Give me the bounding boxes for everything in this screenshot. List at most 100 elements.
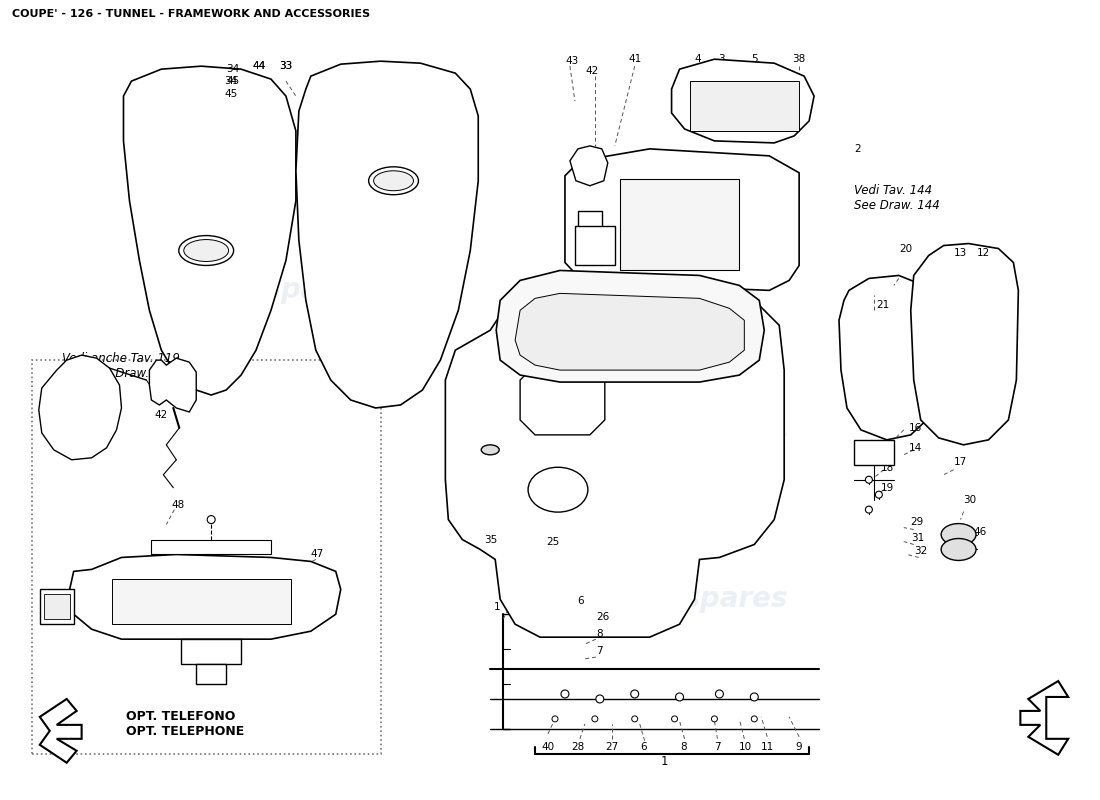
Ellipse shape [942, 523, 976, 546]
Polygon shape [152, 539, 271, 554]
Text: 44: 44 [252, 61, 265, 71]
Text: 4: 4 [694, 54, 701, 64]
Ellipse shape [942, 538, 976, 561]
Text: 36: 36 [311, 599, 324, 610]
Text: 40: 40 [541, 742, 554, 752]
Text: 33: 33 [279, 61, 293, 71]
Polygon shape [520, 365, 605, 435]
Ellipse shape [374, 170, 414, 190]
Text: 26: 26 [596, 612, 609, 622]
Ellipse shape [179, 235, 233, 266]
Text: 2: 2 [311, 582, 318, 592]
Polygon shape [40, 699, 81, 762]
Circle shape [631, 716, 638, 722]
Text: 14: 14 [909, 443, 922, 453]
Text: 7: 7 [714, 742, 720, 752]
Polygon shape [496, 270, 764, 382]
Text: OPT. TELEPHONE: OPT. TELEPHONE [126, 726, 244, 738]
Circle shape [866, 476, 872, 483]
Text: 27: 27 [605, 742, 618, 752]
Text: 2: 2 [854, 144, 860, 154]
Text: 21: 21 [876, 300, 889, 310]
Ellipse shape [528, 467, 587, 512]
Ellipse shape [184, 239, 229, 262]
Polygon shape [39, 355, 121, 460]
Circle shape [592, 716, 597, 722]
Circle shape [751, 716, 757, 722]
Text: 25: 25 [546, 537, 559, 546]
Text: 12: 12 [977, 247, 990, 258]
Text: 19: 19 [881, 482, 894, 493]
Text: OPT. TELEFONO: OPT. TELEFONO [126, 710, 235, 723]
Polygon shape [839, 275, 934, 440]
Polygon shape [69, 554, 341, 639]
Polygon shape [690, 81, 799, 131]
Polygon shape [515, 294, 745, 370]
Polygon shape [854, 440, 894, 465]
Polygon shape [40, 590, 74, 624]
Text: 3: 3 [718, 54, 725, 64]
Text: 38: 38 [311, 566, 324, 577]
Text: 25: 25 [550, 323, 563, 334]
Text: 1: 1 [661, 755, 669, 768]
Circle shape [715, 690, 724, 698]
Circle shape [596, 695, 604, 703]
Text: 45: 45 [224, 89, 238, 99]
Text: 32: 32 [914, 546, 927, 557]
Text: 41: 41 [628, 54, 641, 64]
Text: 8: 8 [680, 742, 686, 752]
Text: See also Draw. 119: See also Draw. 119 [62, 366, 175, 379]
Text: 6: 6 [640, 742, 647, 752]
Text: 35: 35 [484, 534, 497, 545]
Text: 7: 7 [596, 646, 603, 656]
Circle shape [675, 693, 683, 701]
Text: 10: 10 [739, 742, 752, 752]
Polygon shape [1021, 681, 1068, 754]
Polygon shape [196, 664, 227, 684]
Polygon shape [123, 66, 296, 395]
Text: eurospares: eurospares [612, 586, 788, 614]
Text: 46: 46 [974, 526, 987, 537]
Text: 29: 29 [911, 517, 924, 526]
Text: 33: 33 [279, 61, 293, 71]
Polygon shape [672, 59, 814, 143]
Text: Vedi anche Tav. 119: Vedi anche Tav. 119 [62, 352, 179, 365]
Polygon shape [578, 210, 602, 230]
Polygon shape [570, 146, 608, 186]
Ellipse shape [368, 167, 418, 194]
Text: 49: 49 [42, 598, 55, 608]
Text: 28: 28 [571, 742, 584, 752]
Circle shape [630, 690, 639, 698]
Polygon shape [565, 149, 799, 290]
Circle shape [866, 506, 872, 513]
Polygon shape [446, 290, 784, 637]
Polygon shape [619, 178, 739, 270]
Circle shape [876, 491, 882, 498]
Bar [32, 360, 381, 754]
Text: 8: 8 [596, 629, 603, 639]
Text: 42: 42 [585, 66, 598, 76]
Text: 9: 9 [795, 742, 802, 752]
Circle shape [750, 693, 758, 701]
Text: eurospares: eurospares [612, 426, 788, 454]
Text: 34: 34 [227, 64, 240, 74]
Text: 20: 20 [899, 243, 912, 254]
Polygon shape [575, 226, 615, 266]
Text: 43: 43 [154, 393, 167, 403]
Text: 16: 16 [909, 423, 922, 433]
Text: 22: 22 [654, 210, 668, 221]
Polygon shape [150, 358, 196, 412]
Text: Vedi Tav. 144: Vedi Tav. 144 [854, 184, 932, 198]
Text: eurospares: eurospares [194, 276, 368, 304]
Polygon shape [296, 61, 478, 408]
Text: See Draw. 144: See Draw. 144 [854, 199, 939, 212]
Text: 44: 44 [252, 61, 265, 71]
Circle shape [207, 515, 216, 523]
Text: 13: 13 [954, 247, 967, 258]
Ellipse shape [481, 445, 499, 455]
Text: 34: 34 [224, 76, 238, 86]
Text: COUPE' - 126 - TUNNEL - FRAMEWORK AND ACCESSORIES: COUPE' - 126 - TUNNEL - FRAMEWORK AND AC… [12, 10, 370, 19]
Circle shape [712, 716, 717, 722]
Text: 48: 48 [172, 500, 185, 510]
Text: 31: 31 [911, 533, 924, 542]
